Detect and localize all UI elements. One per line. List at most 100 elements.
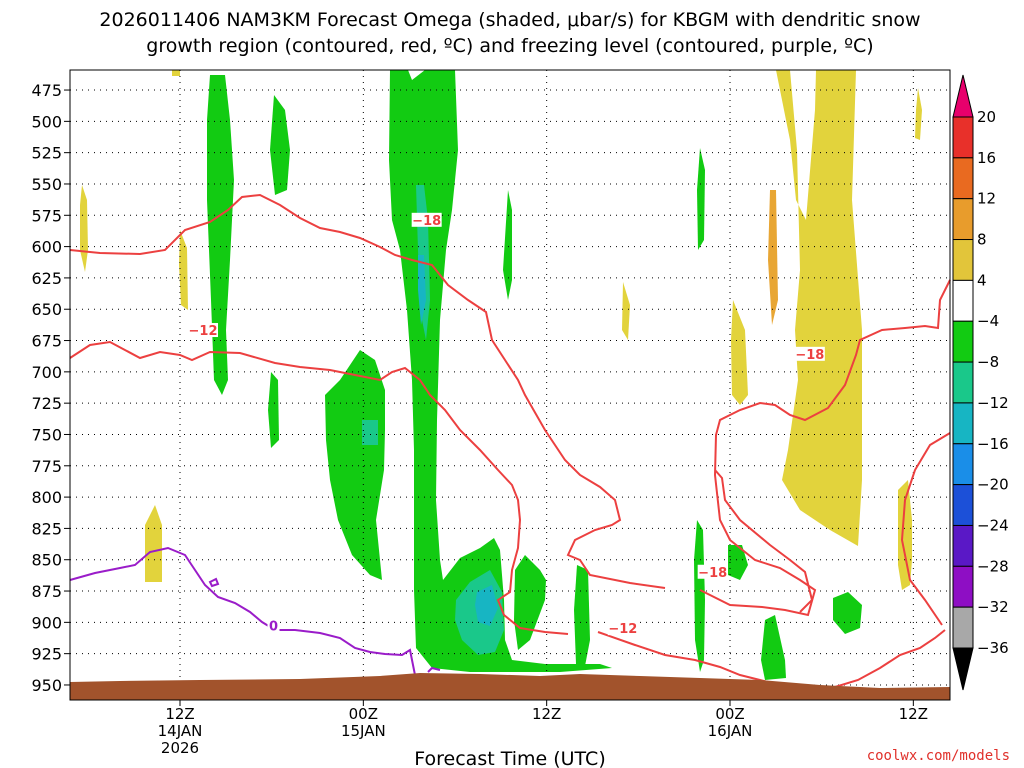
y-tick-label-575: 575 xyxy=(31,206,62,225)
colorbar-label-2: 12 xyxy=(977,190,996,208)
omega-pos-region-center xyxy=(622,282,630,340)
colorbar-swatch-4 xyxy=(952,279,974,322)
y-tick-label-675: 675 xyxy=(31,332,62,351)
y-tick-label-625: 625 xyxy=(31,269,62,288)
omega-neg-region-lower-2 xyxy=(574,565,590,666)
y-tick-label-850: 850 xyxy=(31,551,62,570)
dgz-contour-label-1: −12 xyxy=(189,324,218,339)
x-tick-label-2-0: 12Z xyxy=(532,705,561,723)
x-tick-label-1-0: 00Z xyxy=(349,705,378,723)
omega-pos-region-east-top xyxy=(915,88,922,140)
y-tick-label-725: 725 xyxy=(31,394,62,413)
y-tick-label-750: 750 xyxy=(31,425,62,444)
colorbar-label-6: −8 xyxy=(977,353,999,371)
freezing-contour-small-loop xyxy=(208,577,220,588)
y-tick-label-500: 500 xyxy=(31,112,62,131)
omega-neg-region-west-3 xyxy=(268,372,279,448)
omega-neg-region-main-column xyxy=(389,70,612,672)
surface-terrain xyxy=(70,673,950,700)
omega-neg-region-east-2 xyxy=(697,148,705,250)
x-axis-label: Forecast Time (UTC) xyxy=(414,748,605,768)
colorbar-swatch-1 xyxy=(952,157,974,200)
colorbar-label-3: 8 xyxy=(977,231,987,249)
y-tick-label-600: 600 xyxy=(31,238,62,257)
x-tick-label-0-1: 14JAN xyxy=(158,722,203,740)
dgz-contour-label-2: −18 xyxy=(795,348,824,363)
colorbar-label-9: −20 xyxy=(977,476,1009,494)
dgz-label-bg-1 xyxy=(188,323,218,338)
colorbar-label-1: 16 xyxy=(977,149,996,167)
dgz-contour-label-3: −18 xyxy=(698,566,727,581)
y-tick-label-525: 525 xyxy=(31,144,62,163)
colorbar-label-11: −28 xyxy=(977,557,1009,575)
colorbar-swatch-0 xyxy=(952,116,974,159)
freezing-contour-zero xyxy=(69,546,416,676)
colorbar-swatch-3 xyxy=(952,239,974,281)
colorbar-swatch-5 xyxy=(952,320,974,363)
dgz-contour-east-18 xyxy=(699,279,951,617)
omega-neg-region-east-5 xyxy=(833,592,862,634)
omega-neg-region-east-3 xyxy=(728,545,748,580)
x-tick-label-0-0: 12Z xyxy=(165,705,194,723)
freezing-level-contours xyxy=(69,546,441,676)
y-tick-label-775: 775 xyxy=(31,457,62,476)
omega-pos-region-west-1 xyxy=(80,185,88,272)
colorbar-label-5: −4 xyxy=(977,312,999,330)
contour-labels: −18 −12 −18 −18 −12 0 xyxy=(188,212,825,637)
x-tick-label-1-1: 15JAN xyxy=(341,722,386,740)
omega-neg-region-west-1 xyxy=(207,75,234,395)
y-tick-label-950: 950 xyxy=(31,676,62,695)
chart-title-line2: growth region (contoured, red, ºC) and f… xyxy=(146,35,873,57)
omega-neg-8-core-upper xyxy=(362,420,378,445)
omega-colorbar: 20 16 12 8 4 −4 −8 −12 −16 −20 −24 −28 −32 −36 xyxy=(952,74,1009,691)
dgz-label-bg-4 xyxy=(607,621,638,636)
omega-negative-regions xyxy=(207,70,862,680)
x-tick-label-4-0: 12Z xyxy=(899,705,928,723)
y-axis-pressure: 475 500 525 550 575 600 625 650 675 700 725 750 775 8… xyxy=(31,81,70,695)
omega-neg-region-east-1 xyxy=(694,520,705,672)
dgz-contour-left-12 xyxy=(69,340,569,635)
credit-text: coolwx.com/models xyxy=(867,748,1010,764)
colorbar-swatch-6 xyxy=(952,361,974,404)
omega-pos-region-west-2 xyxy=(179,230,188,310)
colorbar-label-8: −16 xyxy=(977,435,1009,453)
dgz-contour-east-right xyxy=(900,432,951,626)
omega-pos-region-west-3 xyxy=(145,505,162,582)
omega-pos-region-west-top xyxy=(172,70,180,76)
dgz-label-bg-0 xyxy=(411,212,442,227)
chart-title-line1: 2026011406 NAM3KM Forecast Omega (shaded… xyxy=(99,9,920,31)
y-tick-label-475: 475 xyxy=(31,81,62,100)
colorbar-label-13: −36 xyxy=(977,639,1009,657)
colorbar-label-4: 4 xyxy=(977,271,987,289)
dgz-label-bg-2 xyxy=(794,346,825,361)
omega-neg-region-mid xyxy=(325,350,385,580)
y-tick-label-800: 800 xyxy=(31,488,62,507)
omega-neg-region-east-4 xyxy=(761,615,786,680)
colorbar-swatch-8 xyxy=(952,443,974,486)
omega-neg-12-core-lower xyxy=(475,585,498,626)
colorbar-swatch-11 xyxy=(952,565,974,608)
colorbar-label-0: 20 xyxy=(977,108,996,126)
x-tick-label-3-0: 00Z xyxy=(715,705,744,723)
y-tick-label-875: 875 xyxy=(31,582,62,601)
omega-neg-region-lower xyxy=(514,555,546,650)
dgz-contour-label-4: −12 xyxy=(608,622,637,637)
omega-pos-region-east-low xyxy=(898,480,912,590)
colorbar-swatch-2 xyxy=(952,198,974,241)
colorbar-label-10: −24 xyxy=(977,516,1009,534)
colorbar-swatch-7 xyxy=(952,402,974,445)
freezing-contour-label-0: 0 xyxy=(269,620,278,635)
colorbar-top-arrow xyxy=(952,74,974,118)
freezing-label-bg-0 xyxy=(267,618,280,633)
colorbar-label-7: −12 xyxy=(977,394,1009,412)
y-tick-label-825: 825 xyxy=(31,519,62,538)
colorbar-swatch-9 xyxy=(952,484,974,526)
y-tick-label-925: 925 xyxy=(31,645,62,664)
colorbar-label-12: −32 xyxy=(977,598,1009,616)
y-tick-label-900: 900 xyxy=(31,613,62,632)
omega-neg-region-mid-2 xyxy=(503,190,512,300)
omega-positive-regions xyxy=(80,70,922,590)
omega-pos-region-east-large xyxy=(758,70,862,546)
